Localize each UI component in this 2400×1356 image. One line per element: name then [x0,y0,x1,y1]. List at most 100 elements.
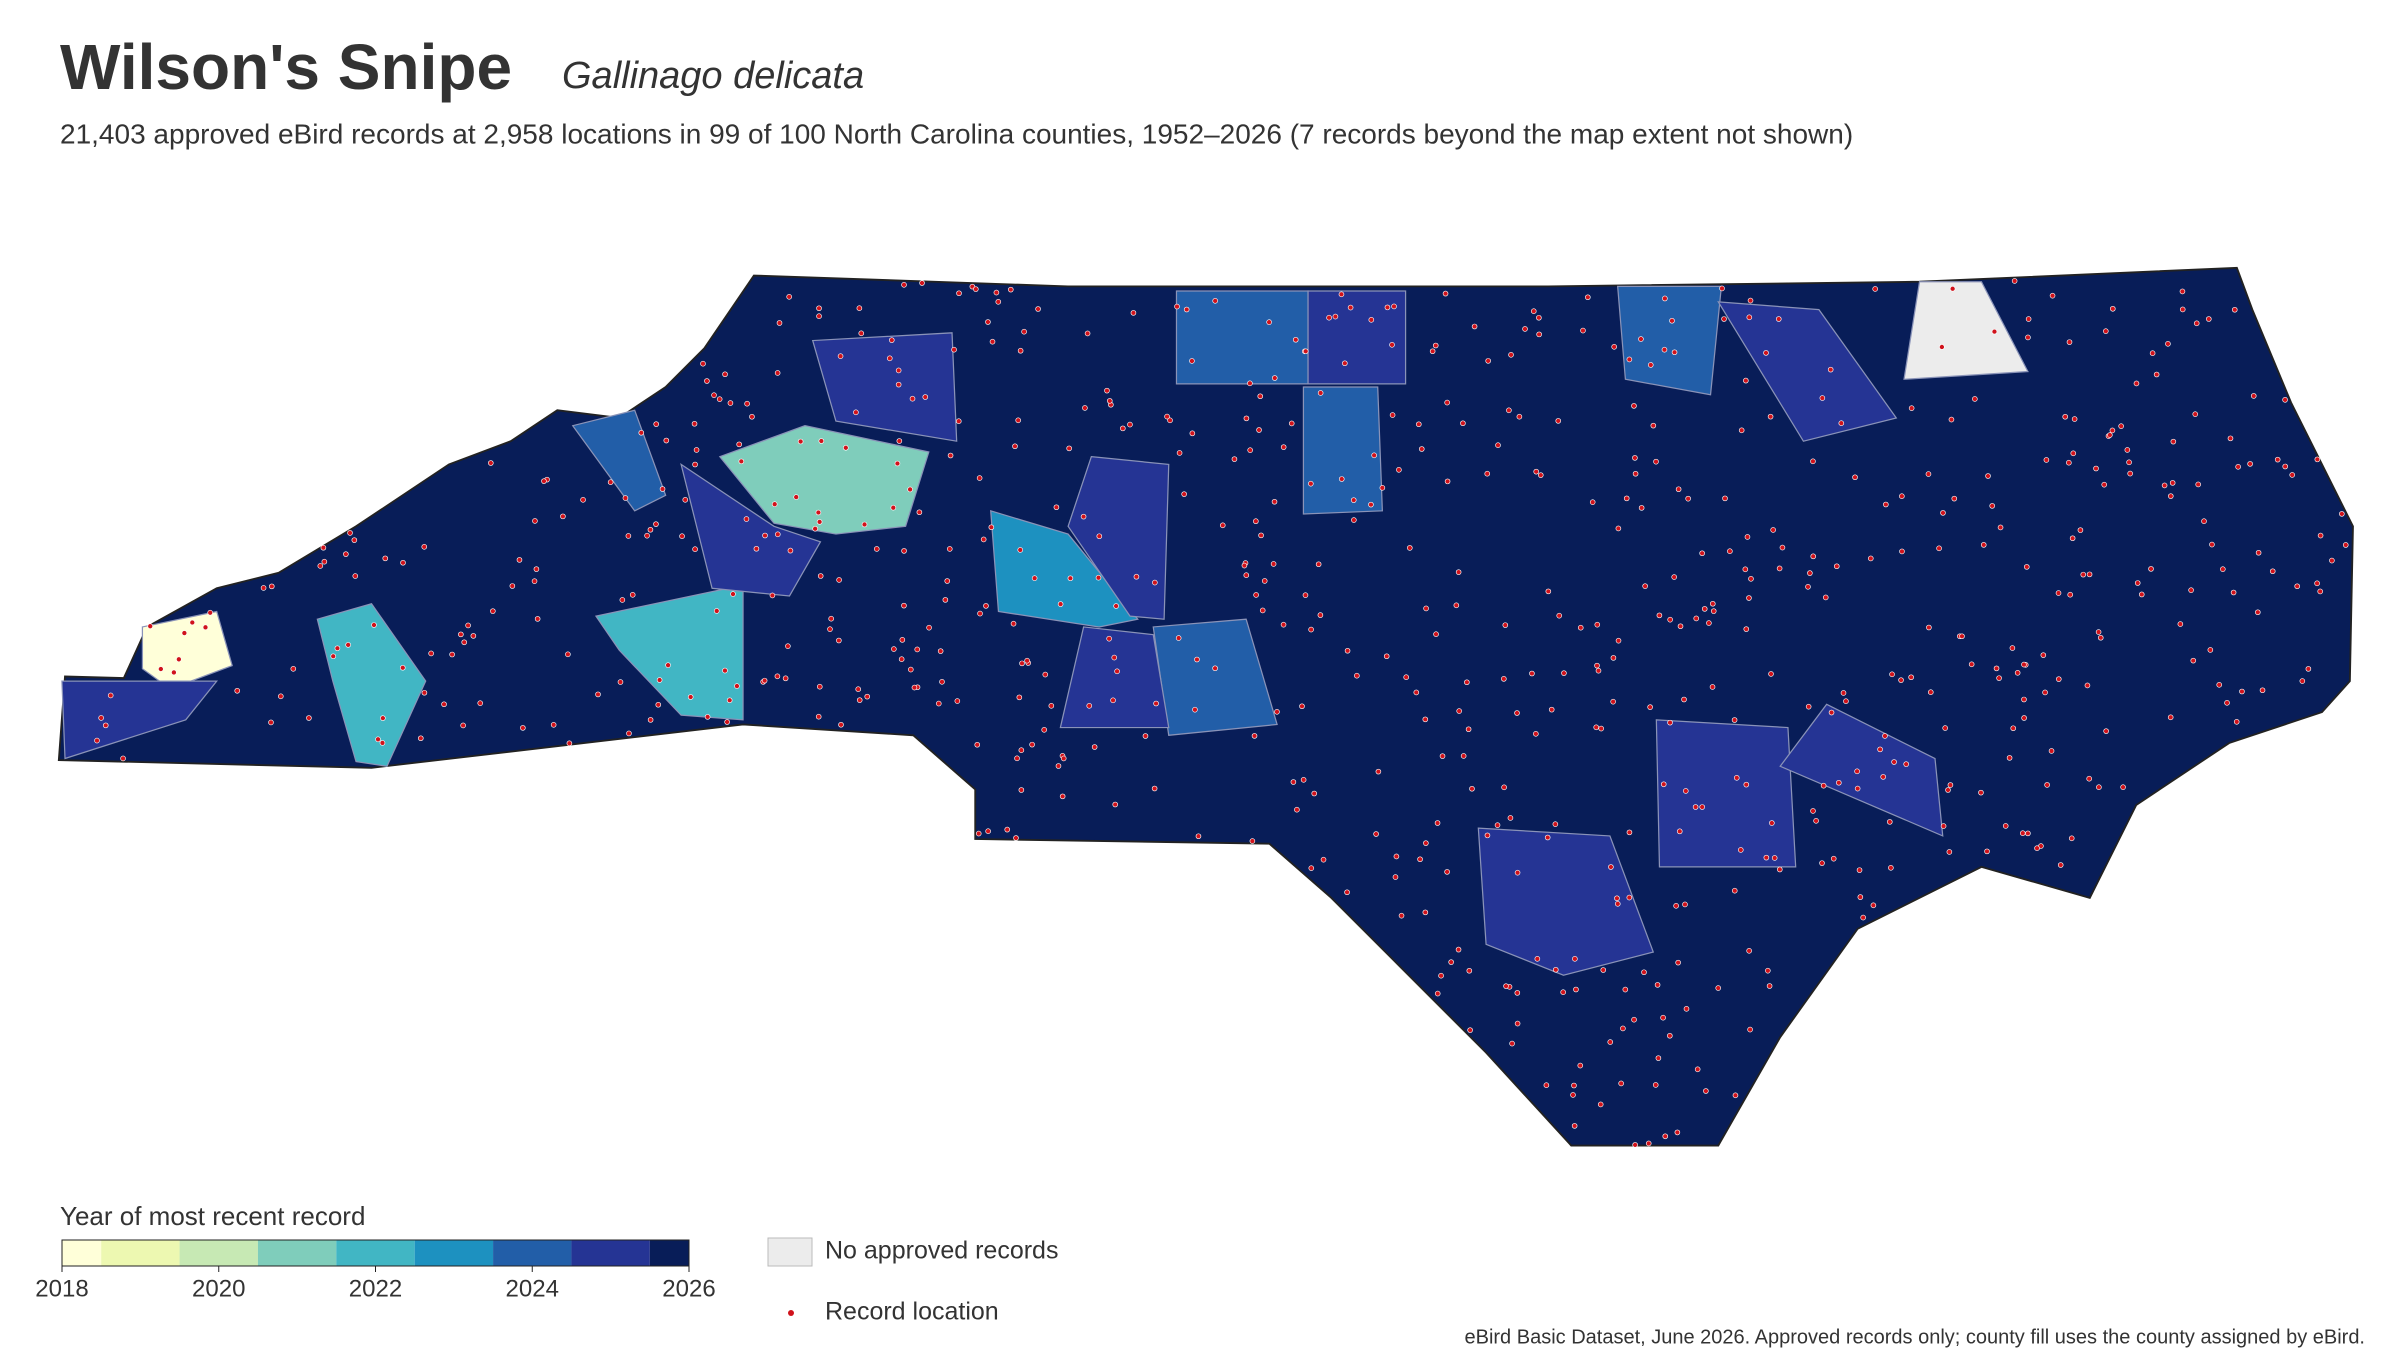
record-dot [1086,703,1093,709]
record-dot [1031,575,1038,581]
record-dot [1593,724,1600,731]
record-dot [1743,626,1750,632]
record-dot [1389,412,1396,418]
record-dot [1008,286,1014,293]
record-dot [1595,667,1602,674]
record-dot [2124,447,2131,453]
record-dot [1552,821,1559,827]
record-dot [1656,612,1663,619]
record-dot [1660,1014,1666,1021]
record-dot [1615,525,1622,532]
record-dot [988,524,995,531]
record-dot [2040,652,2047,658]
record-dot [687,694,694,700]
record-dot [1854,768,1860,775]
record-dot [993,289,1000,296]
record-dot [541,478,547,484]
record-dot [828,615,834,622]
county [594,584,744,721]
title: Wilson's Snipe [60,31,512,103]
record-dot [856,305,863,311]
record-dot [1253,592,1259,598]
record-dot [785,643,791,649]
record-dot [1354,672,1360,679]
record-dot [1836,779,1842,786]
record-dot [1777,866,1783,873]
record-dot [1302,348,1309,355]
record-dot [2049,292,2056,299]
record-dot [1280,444,1287,450]
record-dot [2086,775,2092,782]
record-dot [2077,527,2084,533]
record-dot [816,305,822,312]
record-dot [1299,703,1305,710]
record-dot [726,697,733,704]
record-dot [207,609,213,616]
record-dot [470,633,477,639]
record-dot [1466,967,1473,974]
record-dot [793,494,799,500]
record-dot [1384,304,1391,311]
record-dot [655,701,662,708]
record-dot [1398,912,1405,919]
colorbar-tick-label: 2024 [506,1275,559,1302]
record-dot [1699,550,1705,557]
record-dot [2019,830,2026,836]
record-dot [1320,856,1327,863]
record-dot [1674,1129,1681,1136]
record-dot [1059,793,1066,800]
record-dot [1315,561,1322,568]
record-dot [202,624,209,631]
record-dot [939,679,945,685]
record-dot [653,421,659,427]
record-dot [1503,983,1509,989]
record-dot [1142,733,1149,739]
record-dot [1243,415,1250,422]
record-dot [1715,985,1722,991]
record-dot [1130,310,1137,316]
record-dot [321,558,328,565]
record-dot [1768,671,1774,677]
record-dot [1877,746,1883,753]
record-dot [1710,608,1717,614]
record-dot [1152,579,1158,586]
record-dot [1589,499,1596,505]
colorbar-segment [179,1240,258,1266]
record-dot [1294,806,1300,813]
record-dot [1249,838,1256,844]
record-dot [1819,395,1826,401]
record-dot [1485,358,1491,364]
colorbar-tick-label: 2020 [192,1275,245,1302]
record-dot [533,566,540,572]
record-dot [1393,853,1400,860]
record-dot [1939,344,1945,350]
record-dot [653,521,659,527]
record-dot [1501,784,1507,791]
record-dot [1053,504,1060,511]
record-dot [1742,566,1749,573]
record-dot [1611,344,1617,350]
record-dot [1733,775,1740,781]
record-dot [2289,472,2295,478]
record-dot [1444,478,1451,485]
record-dot [1743,377,1749,384]
record-dot [2259,687,2266,694]
record-dot [2107,432,2113,438]
record-dot [1675,486,1682,493]
record-dot [1610,655,1617,661]
record-dot [2127,470,2133,477]
record-dot [343,551,349,557]
record-dot [317,563,324,569]
record-dot [864,693,871,700]
record-dot [1852,474,1858,481]
record-dot [951,346,957,353]
record-dot [1212,298,1218,304]
record-dot [120,755,126,762]
record-dot [2282,397,2288,403]
record-dot [1654,982,1661,988]
record-dot [812,525,818,532]
record-dot [1311,790,1318,797]
record-dot [946,546,953,552]
record-dot [1403,674,1409,680]
